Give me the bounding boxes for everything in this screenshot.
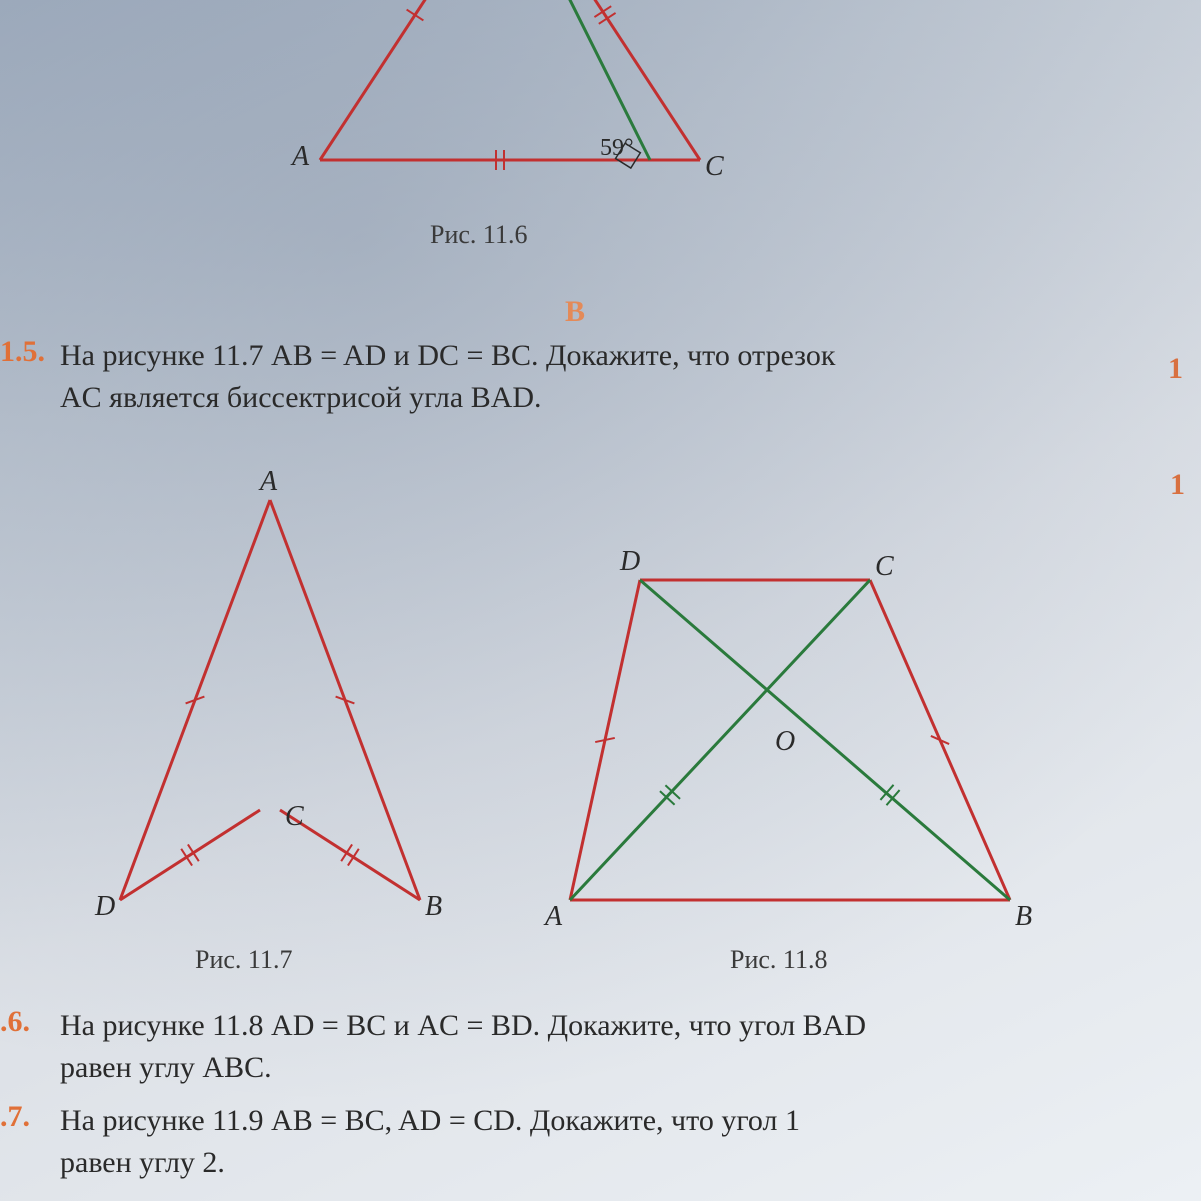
fig7-A: A	[258, 466, 278, 497]
section-letter: В	[565, 295, 585, 329]
fig8-O: O	[775, 726, 795, 757]
fig8-A: A	[543, 901, 563, 932]
fig8-C: C	[875, 551, 894, 582]
fig-11-7-caption: Рис. 11.7	[195, 945, 292, 975]
margin-1b: 1	[1170, 468, 1185, 502]
angle-59: 59°	[600, 135, 634, 161]
fig-11-8-caption: Рис. 11.8	[730, 945, 827, 975]
problem-7: .7. На рисунке 11.9 AB = BC, AD = CD. До…	[0, 1100, 1180, 1184]
vertex-A: A	[290, 141, 310, 172]
problem-6: .6. На рисунке 11.8 AD = BC и AC = BD. Д…	[0, 1005, 1180, 1089]
fig7-B: B	[425, 891, 442, 922]
problem-6-line2: равен углу ABC.	[60, 1047, 1180, 1089]
problem-7-line2: равен углу 2.	[60, 1142, 1180, 1184]
fig8-D: D	[619, 546, 640, 577]
angle-61: 61°	[480, 0, 514, 6]
figure-11-6: 61° 59° A C	[300, 0, 800, 200]
textbook-page: { "colors": { "red": "#c23030", "green":…	[0, 0, 1201, 1201]
problem-1-5: 1.5. На рисунке 11.7 AB = AD и DC = BC. …	[0, 335, 1100, 419]
margin-1a: 1	[1168, 352, 1183, 386]
problem-1-5-line2: AC является биссектрисой угла BAD.	[60, 377, 1100, 419]
problem-6-line1: На рисунке 11.8 AD = BC и AC = BD. Докаж…	[60, 1005, 1180, 1047]
problem-7-line1: На рисунке 11.9 AB = BC, AD = CD. Докажи…	[60, 1100, 1180, 1142]
fig8-B: B	[1015, 901, 1032, 932]
problem-6-number: .6.	[0, 1005, 30, 1038]
fig7-C: C	[285, 801, 304, 832]
problem-1-5-number: 1.5.	[0, 335, 45, 368]
figure-11-8: D C A B O	[540, 540, 1060, 940]
problem-7-number: .7.	[0, 1100, 30, 1133]
figure-11-7: .hideme{display:none} A D B C	[90, 480, 510, 930]
fig-11-6-caption: Рис. 11.6	[430, 220, 527, 250]
vertex-C: C	[705, 151, 724, 182]
problem-1-5-line1: На рисунке 11.7 AB = AD и DC = BC. Докаж…	[60, 335, 1100, 377]
fig7-D: D	[94, 891, 115, 922]
